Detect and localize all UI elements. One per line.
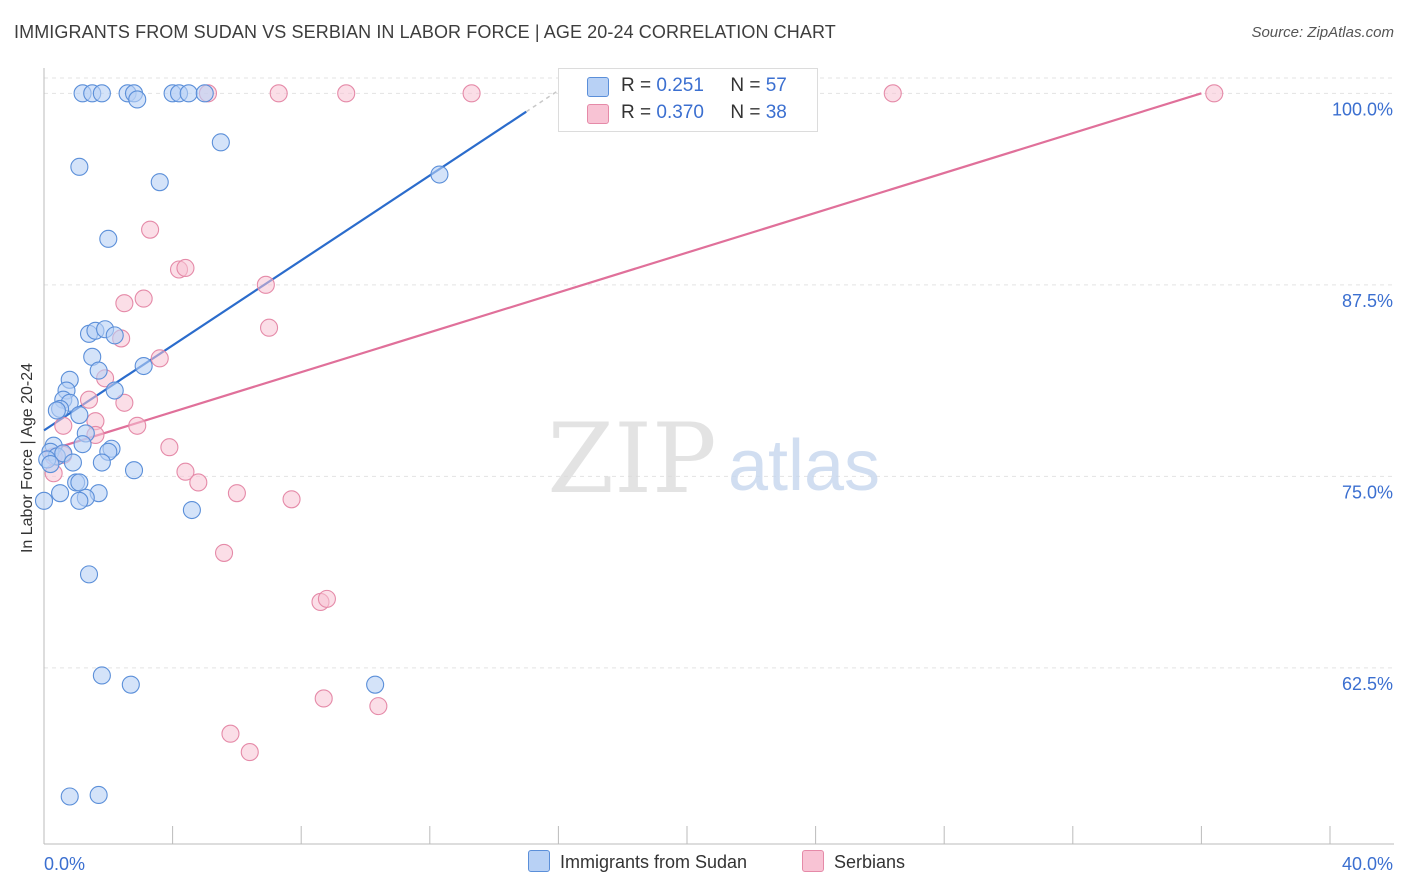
- serbian-point: [141, 220, 160, 239]
- serbian-point: [282, 490, 301, 509]
- sudan-point: [60, 787, 79, 806]
- sudan-point: [92, 84, 111, 103]
- serbian-point: [1205, 84, 1224, 103]
- serbian-point: [115, 393, 134, 412]
- serbian-point: [128, 416, 147, 435]
- sudan-point: [79, 565, 99, 584]
- sudan-point: [121, 675, 140, 694]
- sudan-point: [99, 229, 118, 248]
- sudan-point: [41, 455, 60, 474]
- y-tick-label: 87.5%: [1342, 291, 1393, 311]
- serbian-point: [337, 84, 356, 103]
- legend-r-label: R =: [621, 75, 652, 96]
- bottom-legend-label-serbian: Serbians: [834, 852, 906, 872]
- serbian-point: [221, 724, 240, 743]
- legend-swatch-sudan: [587, 77, 609, 97]
- sudan-point: [179, 84, 198, 103]
- serbian-point: [79, 390, 99, 409]
- grid-lines: [44, 77, 1394, 669]
- serbian-point: [227, 484, 246, 503]
- watermark-zip: ZIP: [547, 403, 716, 515]
- legend-swatch-serbian: [587, 104, 609, 124]
- sudan-point: [124, 461, 144, 480]
- sudan-point: [73, 435, 92, 454]
- x-tick-label: 0.0%: [44, 854, 85, 874]
- watermark-atlas: atlas: [728, 426, 880, 506]
- serbian-point: [160, 438, 179, 457]
- serbian-point: [462, 84, 481, 103]
- serbian-point: [883, 84, 902, 103]
- tick-labels: 62.5% 75.0% 87.5% 100.0% 0.0% 40.0%: [44, 99, 1393, 874]
- sudan-point: [150, 173, 169, 192]
- serbian-point: [189, 473, 208, 492]
- sudan-point: [105, 381, 124, 400]
- serbian-point: [369, 697, 388, 716]
- sudan-point: [70, 157, 89, 176]
- serbian-point: [150, 349, 169, 368]
- y-tick-label: 100.0%: [1332, 99, 1393, 119]
- serbian-point: [115, 294, 134, 313]
- source-note: Source: ZipAtlas.com: [1251, 24, 1394, 41]
- axes: [43, 68, 1394, 845]
- sudan-point: [34, 491, 54, 510]
- stats-legend: R = 0.251 N = 57 R = 0.370 N = 38: [558, 68, 818, 132]
- legend-n-value-sudan: 57: [765, 75, 787, 96]
- sudan-point: [70, 473, 89, 492]
- serbian-point: [176, 462, 195, 481]
- serbian-point: [214, 543, 234, 562]
- sudan-point: [47, 401, 66, 420]
- serbian-point: [240, 743, 259, 762]
- sudan-point: [51, 484, 70, 503]
- sudan-point: [134, 356, 153, 376]
- chart-title: IMMIGRANTS FROM SUDAN VS SERBIAN IN LABO…: [14, 22, 836, 42]
- trend-lines: [43, 89, 1202, 453]
- sudan-point: [182, 500, 201, 520]
- sudan-point: [128, 90, 147, 109]
- trend-line-serbian: [43, 92, 1202, 453]
- serbian-point: [317, 589, 336, 608]
- legend-n-label: N =: [730, 75, 761, 96]
- sudan-points: [34, 84, 449, 806]
- serbian-point: [259, 318, 279, 337]
- legend-r-value-serbian: 0.370: [656, 102, 704, 123]
- bottom-legend-label-sudan: Immigrants from Sudan: [560, 852, 748, 872]
- sudan-point: [63, 453, 82, 472]
- serbian-point: [54, 416, 73, 435]
- sudan-point: [92, 666, 111, 685]
- sudan-point: [70, 405, 89, 425]
- bottom-legend-sudan[interactable]: Immigrants from Sudan: [528, 850, 747, 873]
- sudan-point: [70, 491, 89, 510]
- sudan-point: [195, 84, 214, 103]
- sudan-point: [89, 785, 108, 805]
- bottom-legend-swatch-sudan: [528, 850, 550, 872]
- legend-n-label: N =: [730, 102, 761, 123]
- sudan-point: [92, 453, 111, 472]
- sudan-point: [366, 675, 385, 694]
- serbian-point: [134, 289, 153, 308]
- legend-r-value-sudan: 0.251: [656, 75, 704, 96]
- sudan-point: [89, 361, 108, 380]
- serbian-point: [314, 689, 333, 708]
- serbian-point: [269, 84, 288, 103]
- serbian-point: [176, 258, 195, 278]
- sudan-point: [430, 165, 449, 184]
- sudan-point: [105, 326, 124, 345]
- serbian-point: [256, 275, 275, 294]
- trend-line-sudan-extension: [525, 89, 559, 113]
- legend-r-label: R =: [621, 102, 652, 123]
- bottom-legend-serbian[interactable]: Serbians: [802, 850, 905, 873]
- legend-n-value-serbian: 38: [765, 102, 787, 123]
- trend-line-sudan: [43, 110, 527, 432]
- bottom-legend-swatch-serbian: [802, 850, 824, 872]
- x-tick-label: 40.0%: [1342, 854, 1393, 874]
- sudan-point: [211, 133, 230, 152]
- y-tick-label: 62.5%: [1342, 674, 1393, 694]
- y-tick-label: 75.0%: [1342, 482, 1393, 502]
